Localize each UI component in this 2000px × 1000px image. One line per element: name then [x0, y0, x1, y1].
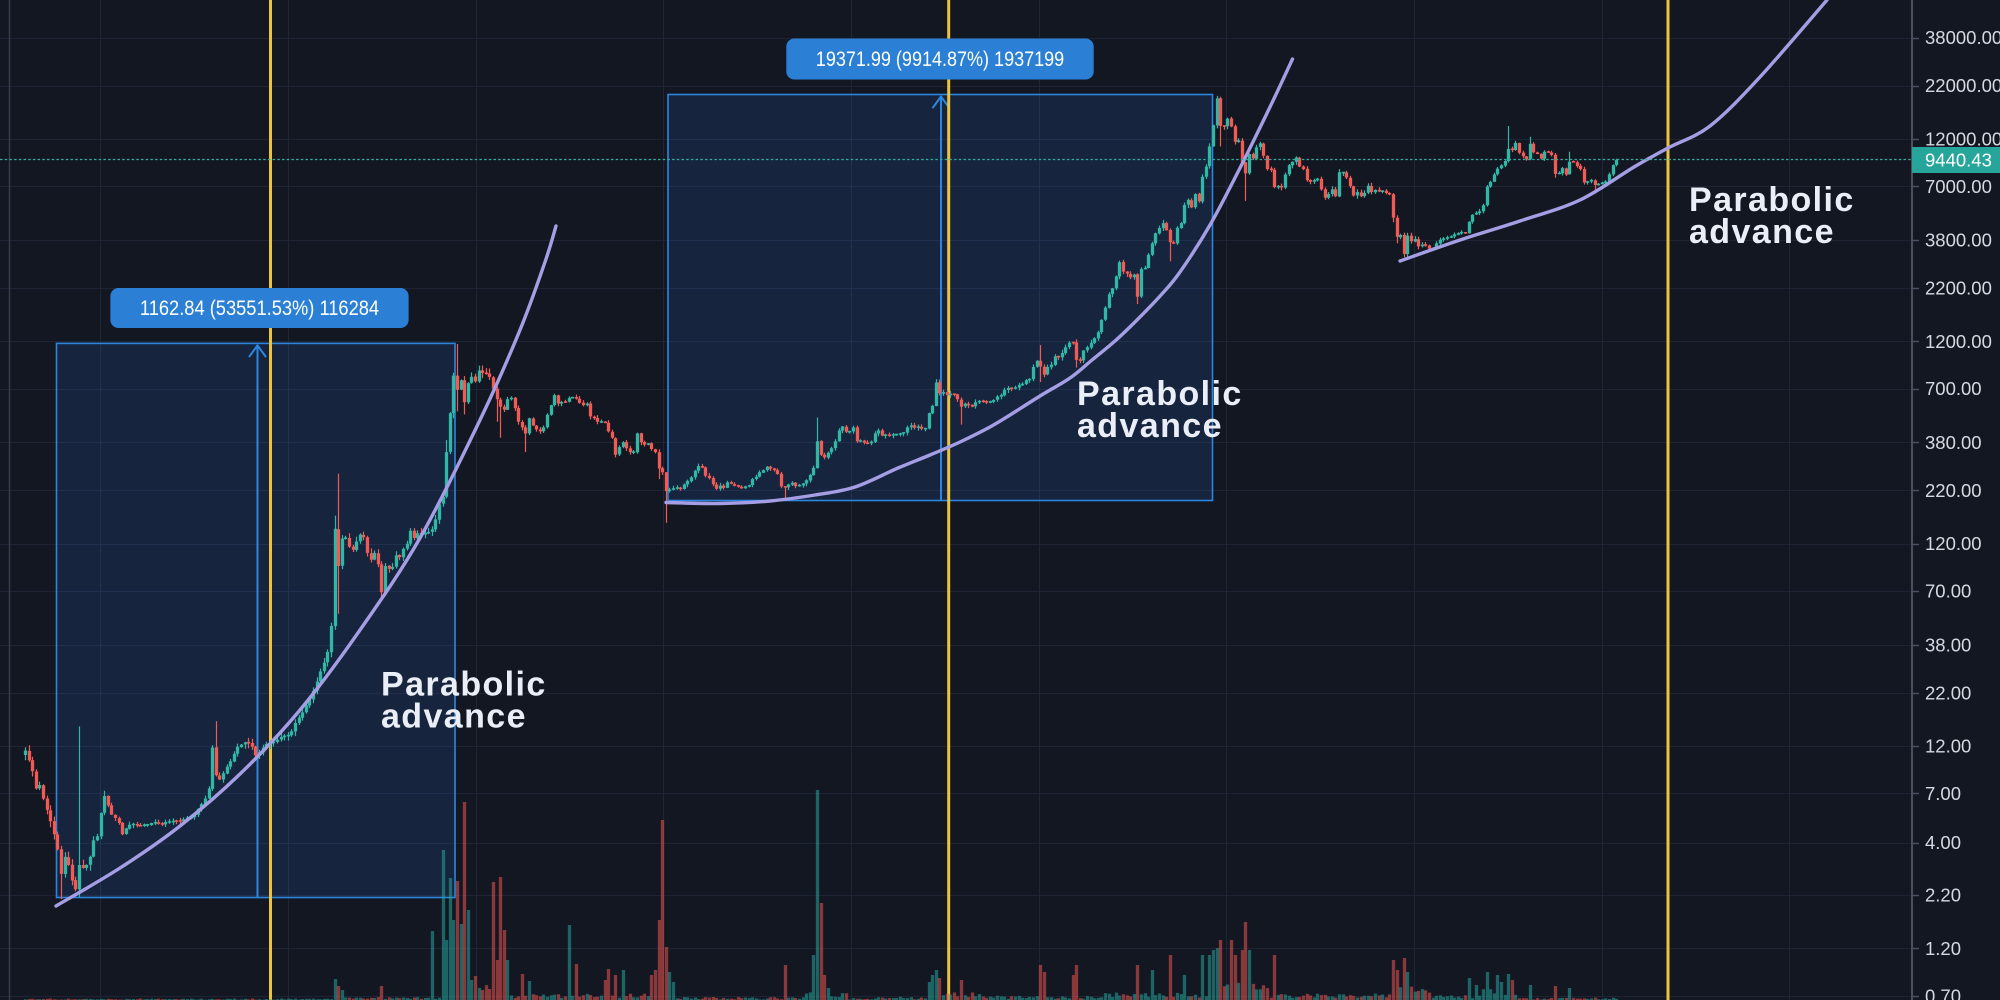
- svg-text:700.00: 700.00: [1925, 378, 1982, 399]
- svg-text:2200.00: 2200.00: [1925, 278, 1992, 299]
- svg-text:19371.99 (9914.87%) 1937199: 19371.99 (9914.87%) 1937199: [816, 48, 1064, 71]
- svg-text:70.00: 70.00: [1925, 581, 1971, 602]
- svg-text:380.00: 380.00: [1925, 432, 1982, 453]
- svg-text:38.00: 38.00: [1925, 634, 1971, 655]
- svg-text:0.70: 0.70: [1925, 985, 1961, 1000]
- svg-text:2.20: 2.20: [1925, 885, 1961, 906]
- svg-text:12000.00: 12000.00: [1925, 128, 2000, 149]
- svg-text:220.00: 220.00: [1925, 480, 1982, 501]
- svg-text:120.00: 120.00: [1925, 533, 1982, 554]
- svg-text:9440.43: 9440.43: [1925, 150, 1992, 171]
- svg-text:12.00: 12.00: [1925, 736, 1971, 757]
- svg-text:7000.00: 7000.00: [1925, 176, 1992, 197]
- svg-text:22.00: 22.00: [1925, 682, 1971, 703]
- svg-text:1162.84 (53551.53%) 116284: 1162.84 (53551.53%) 116284: [140, 297, 379, 320]
- svg-text:22000.00: 22000.00: [1925, 75, 2000, 96]
- svg-text:4.00: 4.00: [1925, 832, 1961, 853]
- svg-text:1.20: 1.20: [1925, 938, 1961, 959]
- svg-text:7.00: 7.00: [1925, 783, 1961, 804]
- svg-text:38000.00: 38000.00: [1925, 27, 2000, 48]
- svg-text:3800.00: 3800.00: [1925, 230, 1992, 251]
- svg-text:1200.00: 1200.00: [1925, 331, 1992, 352]
